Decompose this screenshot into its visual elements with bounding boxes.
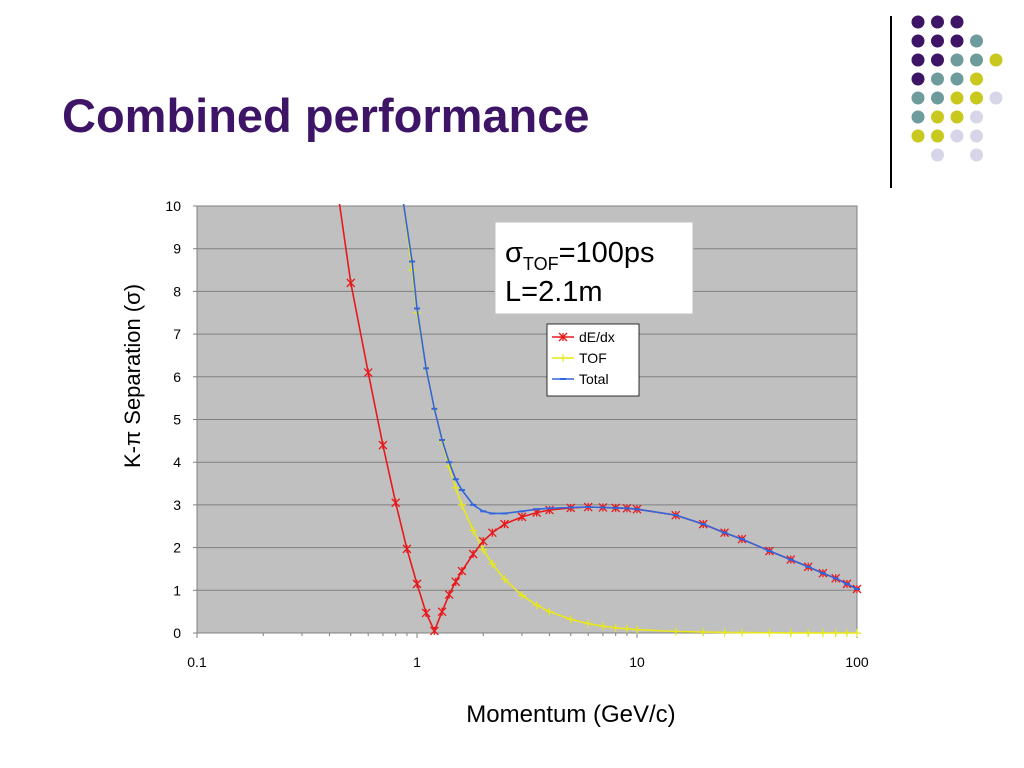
series-layer bbox=[335, 193, 862, 637]
tof-marker bbox=[611, 623, 620, 632]
y-tick-label: 4 bbox=[173, 454, 181, 470]
legend-entry-de-dx: dE/dx bbox=[552, 329, 615, 345]
legend-label: Total bbox=[579, 371, 609, 387]
tof-marker bbox=[517, 591, 526, 600]
annotation-line2: L=2.1m bbox=[505, 276, 603, 308]
annotation-subscript: TOF bbox=[523, 254, 559, 274]
de-dx-marker bbox=[457, 566, 467, 576]
de-dx-marker bbox=[421, 608, 431, 618]
de-dx-marker bbox=[335, 193, 343, 201]
de-dx-marker bbox=[468, 549, 478, 559]
series-total bbox=[402, 204, 860, 591]
gridlines bbox=[197, 205, 857, 591]
slide-title: Combined performance bbox=[62, 89, 590, 142]
x-tick-label: 0.1 bbox=[187, 654, 207, 670]
annotation-sigma: σ bbox=[505, 237, 523, 269]
legend-entry-tof: TOF bbox=[552, 350, 607, 366]
tof-marker bbox=[720, 628, 729, 637]
tof-marker bbox=[598, 622, 607, 631]
tof-marker bbox=[545, 607, 554, 616]
tof-marker bbox=[399, 193, 407, 201]
tof-marker bbox=[804, 628, 813, 637]
y-tick-label: 2 bbox=[173, 540, 181, 556]
y-tick-label: 7 bbox=[173, 326, 181, 342]
y-tick-label: 1 bbox=[173, 582, 181, 598]
tof-marker bbox=[671, 627, 680, 636]
de-dx-marker bbox=[378, 440, 388, 450]
legend-label: TOF bbox=[579, 350, 607, 366]
annotation-line1: =100ps bbox=[559, 237, 655, 269]
de-dx-marker bbox=[444, 590, 454, 600]
tof-marker bbox=[469, 526, 478, 535]
x-tick-label: 100 bbox=[845, 654, 869, 670]
y-tick-label: 8 bbox=[173, 283, 181, 299]
tof-annotation-box: σTOF=100ps L=2.1m bbox=[494, 221, 694, 315]
x-axis-label: Momentum (GeV/c) bbox=[466, 701, 675, 728]
y-tick-label: 10 bbox=[165, 198, 181, 214]
de-dx-marker bbox=[346, 278, 356, 288]
tof-marker bbox=[451, 483, 460, 492]
de-dx-marker bbox=[478, 536, 488, 546]
legend-label: dE/dx bbox=[579, 329, 615, 345]
de-dx-marker bbox=[412, 579, 422, 589]
de-dx-marker bbox=[451, 577, 461, 587]
tof-marker bbox=[699, 628, 708, 637]
de-dx-marker bbox=[363, 368, 373, 377]
tof-marker bbox=[786, 628, 795, 637]
y-tick-label: 0 bbox=[173, 625, 181, 641]
tof-marker bbox=[633, 625, 641, 634]
legend-de-dx-marker bbox=[558, 332, 568, 342]
de-dx-marker bbox=[429, 626, 439, 636]
tof-marker bbox=[457, 500, 466, 509]
tof-marker bbox=[853, 628, 861, 637]
de-dx-marker bbox=[487, 528, 497, 538]
y-tick-label: 3 bbox=[173, 497, 181, 513]
x-tick-labels: 0.1 1 10 100 bbox=[187, 633, 869, 670]
tof-marker bbox=[479, 545, 488, 554]
legend-entry-total: Total bbox=[552, 371, 609, 387]
tof-marker bbox=[584, 619, 593, 628]
de-dx-marker bbox=[500, 519, 510, 529]
de-dx-marker bbox=[402, 544, 412, 554]
tof-marker bbox=[532, 601, 541, 610]
tof-marker bbox=[765, 628, 774, 637]
tof-marker bbox=[566, 615, 575, 624]
tof-marker bbox=[818, 628, 827, 637]
title-divider-line bbox=[890, 16, 892, 188]
de-dx-marker bbox=[437, 607, 447, 617]
x-tick-label: 1 bbox=[413, 654, 421, 670]
tof-marker bbox=[737, 628, 746, 637]
tof-marker bbox=[842, 628, 851, 637]
tof-marker bbox=[622, 624, 631, 633]
y-tick-label: 5 bbox=[173, 412, 181, 428]
tof-marker bbox=[500, 575, 509, 584]
legend-tof-marker bbox=[559, 354, 567, 362]
y-axis-label: K-π Separation (σ) bbox=[120, 284, 145, 468]
de-dx-marker bbox=[391, 498, 401, 508]
chart-legend: dE/dx TOF Total bbox=[546, 323, 640, 397]
y-tick-label: 9 bbox=[173, 241, 181, 257]
tof-marker bbox=[488, 559, 497, 568]
x-tick-label: 10 bbox=[629, 654, 645, 670]
de-dx-marker bbox=[517, 512, 527, 522]
tof-marker bbox=[831, 628, 840, 637]
y-tick-labels: 0 1 2 3 4 5 6 7 8 9 10 bbox=[165, 198, 197, 641]
svg-text:σTOF=100ps: σTOF=100ps bbox=[505, 237, 655, 274]
y-tick-label: 6 bbox=[173, 369, 181, 385]
